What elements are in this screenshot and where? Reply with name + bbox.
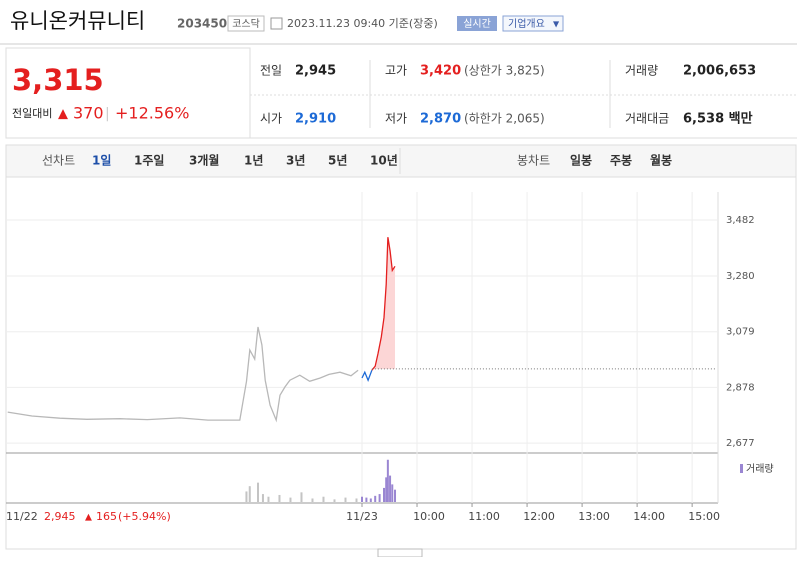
stat-value: 2,870 (420, 112, 461, 127)
stat-label: 시가 (260, 112, 282, 126)
volume-bar (385, 477, 388, 502)
prev-date: 11/22 (6, 510, 38, 523)
stat-note: (하한가 2,065) (464, 112, 545, 126)
y-tick-label: 3,079 (726, 327, 755, 338)
change-label: 전일대비 (12, 106, 52, 120)
x-tick-label: 15:00 (688, 510, 720, 523)
datetime: 2023.11.23 09:40 기준(장중) (287, 17, 438, 30)
stat-label: 고가 (385, 64, 407, 78)
x-tick-label: 10:00 (413, 510, 445, 523)
volume-bar (394, 489, 397, 502)
realtime-badge[interactable] (457, 16, 497, 31)
stat-label: 전일 (260, 64, 282, 78)
tab[interactable]: 10년 (370, 154, 398, 168)
volume-bar (261, 494, 264, 502)
volume-legend: 거래량 (746, 463, 774, 475)
prev-change: 165 (96, 510, 117, 523)
x-tick-label: 11:00 (468, 510, 500, 523)
prev-close: 2,945 (44, 510, 76, 523)
tab[interactable]: 일봉 (570, 154, 592, 168)
volume-bar (289, 497, 292, 502)
volume-bar (361, 496, 363, 502)
price-line (7, 326, 359, 423)
y-tick-label: 2,677 (726, 438, 755, 449)
collapse-button[interactable] (377, 548, 423, 558)
tab[interactable]: 3년 (286, 154, 305, 168)
tab[interactable]: 1주일 (134, 154, 164, 168)
volume-bar (248, 486, 251, 502)
area (371, 237, 395, 371)
x-tick-label: 11/23 (346, 510, 378, 523)
tab-bar (5, 144, 797, 178)
tab[interactable]: 5년 (328, 154, 347, 168)
volume-bar (355, 498, 358, 502)
stat-value: 2,945 (295, 64, 336, 79)
volume-bar (365, 497, 368, 502)
calendar-icon (270, 17, 283, 30)
volume-bar (344, 497, 347, 502)
volume-bar (311, 498, 314, 502)
tab[interactable]: 3개월 (189, 153, 219, 168)
stat-value: 2,006,653 (683, 64, 756, 79)
tab[interactable]: 1일 (92, 154, 111, 168)
volume-bar (383, 487, 386, 502)
volume-bar (322, 496, 325, 502)
x-tick-label: 13:00 (578, 510, 610, 523)
tab-group-label: 선차트 (42, 154, 75, 168)
chart-frame (5, 176, 797, 550)
volume-bar (369, 498, 372, 502)
volume-bar (374, 495, 377, 502)
x-tick-label: 12:00 (523, 510, 555, 523)
volume-bar (245, 491, 248, 502)
volume-bar (278, 494, 281, 502)
market-badge (227, 15, 265, 32)
separator: | (105, 106, 110, 122)
stat-note: (상한가 3,825) (464, 64, 545, 78)
volume-bar (389, 475, 392, 502)
tabs: 선차트 1일 1주일 3개월 1년 3년 5년 10년 봉차트 일봉 주봉 월봉 (42, 153, 672, 168)
stats: 전일 2,945 고가 3,420 (상한가 3,825) 거래량 2,006,653 시가 2… (260, 60, 756, 128)
tab[interactable]: 1년 (244, 154, 263, 168)
change-pct: +12.56% (115, 104, 189, 123)
volume-bar (267, 496, 270, 502)
dropdown-arrow: ▼ (553, 20, 560, 29)
stat-value: 3,420 (420, 64, 461, 79)
stock-name: 유니온커뮤니티 (10, 9, 145, 33)
change: 370 (73, 104, 104, 123)
realtime[interactable]: 실시간 (463, 18, 491, 30)
volume-bar (333, 499, 336, 502)
x-tick-label: 14:00 (633, 510, 665, 523)
volume-bar (378, 494, 381, 502)
price-box (5, 47, 251, 139)
prev-triangle: ▲ (85, 513, 92, 523)
volume-legend-swatch (740, 464, 743, 473)
y-tick-label: 2,878 (726, 382, 755, 393)
stat-label: 거래대금 (625, 112, 669, 126)
stat-label: 거래량 (625, 64, 658, 78)
tab[interactable]: 주봉 (610, 154, 632, 168)
volume-bar (300, 492, 303, 502)
company-button[interactable] (502, 15, 564, 32)
stat-value: 2,910 (295, 112, 336, 127)
company-button-label[interactable]: 기업개요 (508, 17, 545, 30)
volume-bar (257, 482, 260, 502)
y-tick-label: 3,280 (726, 271, 755, 282)
volume-bar (391, 484, 394, 502)
price-line (371, 237, 396, 371)
prev-pct: (+5.94%) (118, 510, 171, 523)
volume-bar (386, 459, 389, 502)
tab-group-label: 봉차트 (517, 154, 550, 168)
stat-value: 6,538 백만 (683, 111, 753, 127)
y-tick-label: 3,482 (726, 215, 755, 226)
market: 코스닥 (232, 18, 260, 30)
stat-label: 저가 (385, 112, 407, 126)
plot: 3,482 3,280 3,079 2,878 2,677 11/23 10:00 11:00… (6, 192, 755, 523)
tab[interactable]: 월봉 (650, 153, 672, 168)
up-triangle: ▲ (58, 107, 68, 122)
stock-code: 203450 (177, 17, 227, 31)
price-line (361, 369, 373, 382)
current-price: 3,315 (12, 63, 104, 97)
